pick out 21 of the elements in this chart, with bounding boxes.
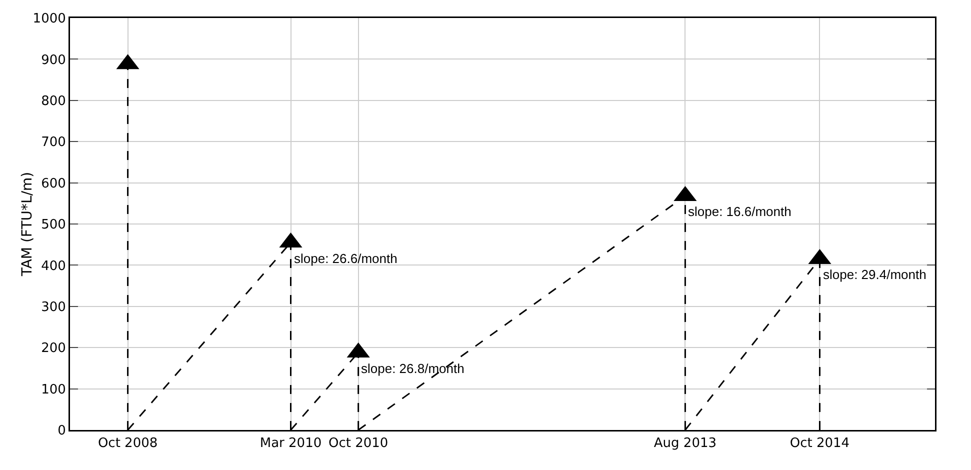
x-tick-label: Oct 2010 (328, 436, 388, 452)
y-tick-label: 600 (41, 176, 66, 192)
y-tick-label: 100 (41, 382, 66, 398)
y-tick-label: 1000 (32, 12, 66, 27)
x-tick-label: Mar 2010 (260, 436, 322, 452)
y-tick-label: 200 (41, 341, 66, 356)
annotation: slope: 26.6/month (294, 251, 398, 266)
annotation: slope: 29.4/month (823, 267, 926, 282)
y-tick-label: 400 (41, 258, 66, 274)
x-tick-label: Aug 2013 (654, 436, 717, 452)
y-tick-label: 800 (41, 94, 66, 109)
x-tick-label: Oct 2008 (98, 436, 158, 452)
y-tick-label: 500 (41, 218, 66, 233)
y-tick-label: 900 (41, 52, 66, 68)
y-tick-label: 700 (41, 135, 66, 150)
annotation: slope: 16.6/month (688, 204, 792, 219)
x-tick-label: Oct 2014 (790, 436, 850, 452)
y-tick-label: 300 (41, 300, 66, 315)
annotation: slope: 26.8/month (361, 361, 464, 376)
y-axis-title: TAM (FTU*L/m) (20, 172, 36, 278)
y-tick-label: 0 (58, 424, 66, 439)
